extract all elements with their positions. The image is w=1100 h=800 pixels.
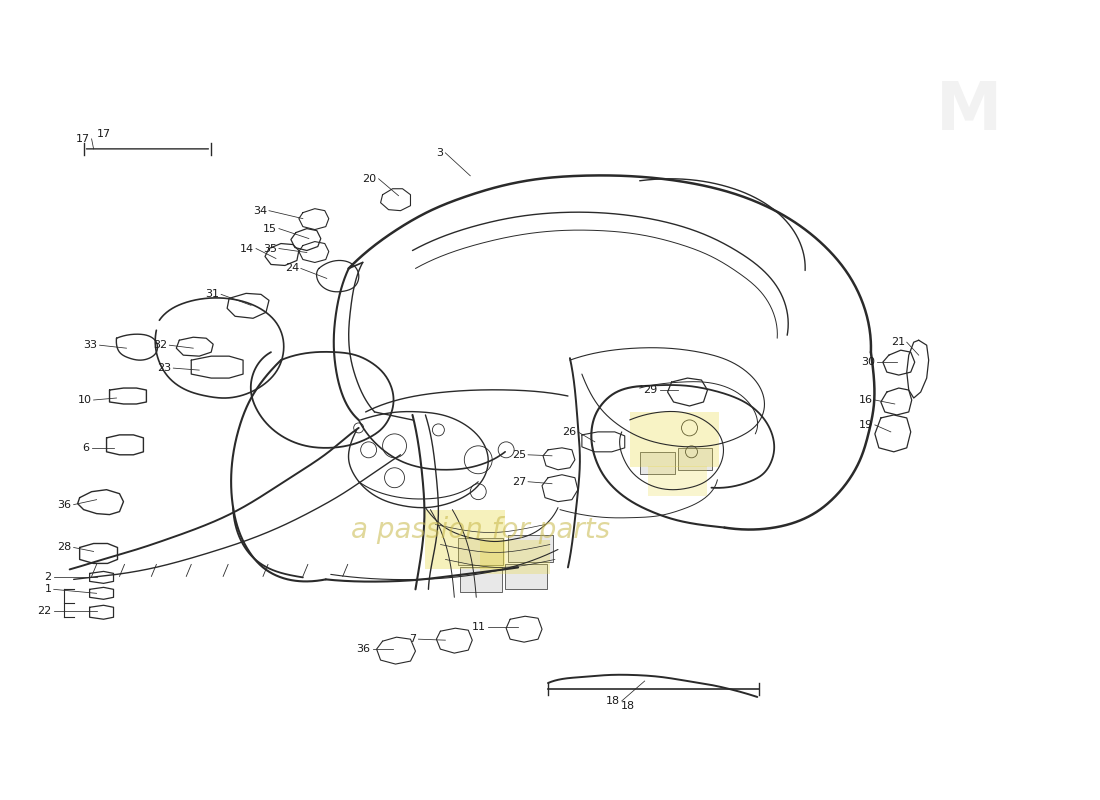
Text: 10: 10 [78,395,91,405]
Text: 24: 24 [285,263,299,274]
Text: 33: 33 [84,340,98,350]
Text: 6: 6 [82,443,89,453]
Text: 36: 36 [356,644,371,654]
Text: 1: 1 [45,584,52,594]
Bar [459,538,503,566]
Bar [640,452,674,474]
Bar [648,466,707,496]
Text: M: M [935,78,1002,144]
Text: 17: 17 [97,129,111,139]
Text: 20: 20 [363,174,376,184]
Text: 2: 2 [45,572,52,582]
Bar [505,565,547,590]
Text: 26: 26 [562,427,576,437]
Bar [481,539,550,574]
Text: 7: 7 [409,634,417,644]
Text: 18: 18 [606,696,619,706]
Text: 29: 29 [644,385,658,395]
Text: 15: 15 [263,223,277,234]
Text: 3: 3 [437,148,443,158]
Text: 11: 11 [472,622,486,632]
Text: 32: 32 [153,340,167,350]
Text: 35: 35 [263,243,277,254]
Text: a passion for parts: a passion for parts [351,515,609,543]
Text: 27: 27 [512,477,526,486]
Bar [508,534,553,562]
Text: 17: 17 [76,134,89,144]
Bar [629,412,719,466]
Bar [678,448,713,470]
Text: 21: 21 [891,338,905,347]
Text: 22: 22 [37,606,52,616]
Bar [460,567,503,592]
Text: 19: 19 [859,420,873,430]
Text: 16: 16 [859,395,873,405]
Text: 23: 23 [157,363,172,373]
Text: 14: 14 [240,243,254,254]
Text: 31: 31 [206,290,219,299]
Text: 28: 28 [57,542,72,553]
Text: 34: 34 [253,206,267,216]
Text: 30: 30 [861,357,875,367]
Text: 36: 36 [57,500,72,510]
Text: 18: 18 [620,701,635,711]
Text: 25: 25 [512,450,526,460]
Bar [426,510,505,570]
